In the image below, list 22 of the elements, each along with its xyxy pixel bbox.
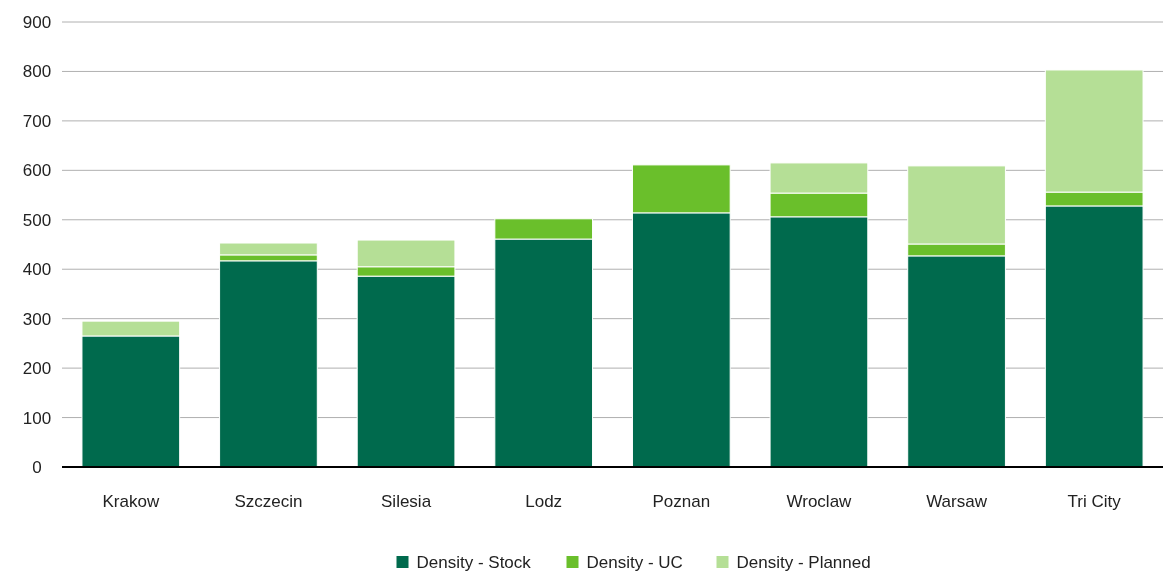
bar <box>219 260 318 468</box>
x-tick-label: Szczecin <box>234 492 303 511</box>
y-tick-label: 400 <box>22 260 52 280</box>
x-tick-label: Wroclaw <box>786 492 853 511</box>
x-tick-label: Krakow <box>102 492 160 511</box>
x-tick-label: Silesia <box>381 492 432 511</box>
y-tick-label: 300 <box>22 309 52 329</box>
y-tick-label: 100 <box>22 408 52 428</box>
y-tick-label: 800 <box>22 62 52 82</box>
x-tick-label: Warsaw <box>926 492 988 511</box>
y-tick-label: 200 <box>22 359 52 379</box>
y-tick-label: 900 <box>22 12 52 32</box>
legend-label: Density - Planned <box>736 552 871 572</box>
legend-label: Density - Stock <box>416 552 532 572</box>
y-tick-label: 600 <box>22 161 52 181</box>
x-tick-label: Tri City <box>1067 492 1122 511</box>
y-tick-label: 0 <box>32 457 42 477</box>
y-tick-label: 500 <box>22 210 52 230</box>
y-tick-label: 700 <box>22 111 52 131</box>
legend-label: Density - UC <box>586 552 683 572</box>
x-tick-label: Poznan <box>652 492 711 511</box>
x-tick-label: Lodz <box>525 492 563 511</box>
